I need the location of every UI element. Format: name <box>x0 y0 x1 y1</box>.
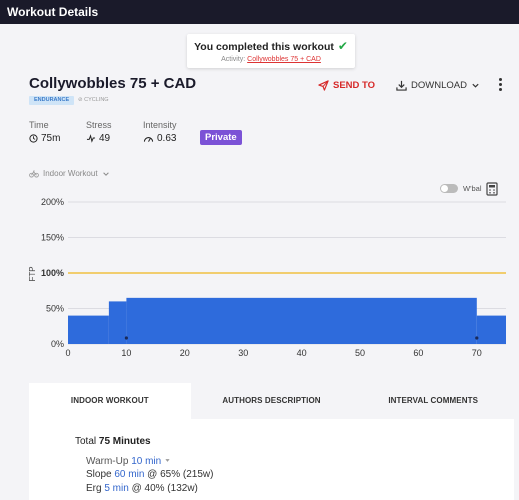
step-slope: Slope 60 min @ 65% (215w) <box>86 469 214 480</box>
page-title: Workout Details <box>7 5 99 19</box>
y-tick-label: 100% <box>41 268 64 278</box>
gauge-icon <box>143 137 154 142</box>
download-label: DOWNLOAD <box>411 80 467 91</box>
stat-time: Time 75m <box>29 120 61 144</box>
workout-title: Collywobbles 75 + CAD <box>29 75 197 92</box>
bike-icon <box>29 170 39 178</box>
y-tick-label: 150% <box>41 233 64 243</box>
caret-down-icon <box>165 459 170 462</box>
interval-marker <box>124 336 128 340</box>
checkmark-icon: ✔ <box>337 39 348 53</box>
download-icon <box>396 80 407 91</box>
pulse-icon <box>86 134 96 143</box>
chevron-down-icon <box>102 171 109 176</box>
x-tick-label: 60 <box>413 348 423 358</box>
sport-badge-label: CYCLING <box>84 97 109 103</box>
sport-badge: ⊘ CYCLING <box>78 96 109 105</box>
y-tick-label: 0% <box>51 339 64 349</box>
interval-marker <box>475 336 479 340</box>
step-erg: Erg 5 min @ 40% (132w) <box>86 483 198 494</box>
workout-details-panel: Total 75 Minutes Warm-Up 10 min Slope 60… <box>29 419 514 500</box>
stress-value: 49 <box>99 133 111 144</box>
stat-stress: Stress 49 <box>86 120 112 144</box>
y-axis-label: FTP <box>28 266 37 281</box>
details-tabs: INDOOR WORKOUT AUTHORS DESCRIPTION INTER… <box>29 383 514 419</box>
x-tick-label: 40 <box>297 348 307 358</box>
calculator-icon[interactable] <box>486 182 498 196</box>
workout-segment-bar <box>126 297 477 344</box>
more-options-icon[interactable] <box>496 76 504 96</box>
workout-segment-bar <box>476 315 506 344</box>
wbal-toggle-row: W'bal <box>440 184 482 193</box>
x-tick-label: 0 <box>65 348 70 358</box>
x-tick-label: 70 <box>472 348 482 358</box>
send-to-button[interactable]: SEND TO <box>318 80 375 91</box>
step-warmup[interactable]: Warm-Up 10 min <box>86 456 171 467</box>
clock-icon <box>29 134 38 143</box>
x-tick-label: 30 <box>238 348 248 358</box>
header-bar: Workout Details <box>0 0 519 24</box>
x-tick-label: 50 <box>355 348 365 358</box>
category-badge: ENDURANCE <box>29 96 75 105</box>
chevron-down-icon <box>472 83 479 88</box>
wbal-label: W'bal <box>463 184 482 193</box>
tab-indoor-workout[interactable]: INDOOR WORKOUT <box>29 383 191 419</box>
intensity-value: 0.63 <box>157 133 177 144</box>
activity-link[interactable]: Collywobbles 75 + CAD <box>247 56 321 63</box>
privacy-badge[interactable]: Private <box>200 130 242 145</box>
cycling-icon: ⊘ <box>78 97 83 103</box>
completion-toast: You completed this workout ✔ Activity: Co… <box>187 34 355 68</box>
workout-segment-bar <box>108 301 127 344</box>
toast-activity-label: Activity: <box>221 56 246 63</box>
wbal-toggle[interactable] <box>440 184 458 193</box>
stat-intensity: Intensity 0.63 <box>143 120 177 144</box>
time-value: 75m <box>41 133 61 144</box>
send-to-label: SEND TO <box>333 80 376 91</box>
tab-authors-description[interactable]: AUTHORS DESCRIPTION <box>222 396 321 405</box>
send-icon <box>318 80 329 91</box>
workout-segment-bar <box>68 315 109 344</box>
workout-type-select[interactable]: Indoor Workout <box>29 169 110 178</box>
x-tick-label: 20 <box>180 348 190 358</box>
y-tick-label: 200% <box>41 197 64 207</box>
download-button[interactable]: DOWNLOAD <box>396 80 480 91</box>
x-tick-label: 10 <box>121 348 131 358</box>
workout-power-chart: 0% 50% 100% 150% 200% 0 10 20 30 40 50 60 70 FTP <box>28 197 506 358</box>
tab-interval-comments[interactable]: INTERVAL COMMENTS <box>388 396 479 405</box>
y-tick-label: 50% <box>46 304 64 314</box>
workout-type-label: Indoor Workout <box>43 169 98 178</box>
toast-title: You completed this workout <box>194 41 334 53</box>
total-duration: Total 75 Minutes <box>75 436 151 447</box>
